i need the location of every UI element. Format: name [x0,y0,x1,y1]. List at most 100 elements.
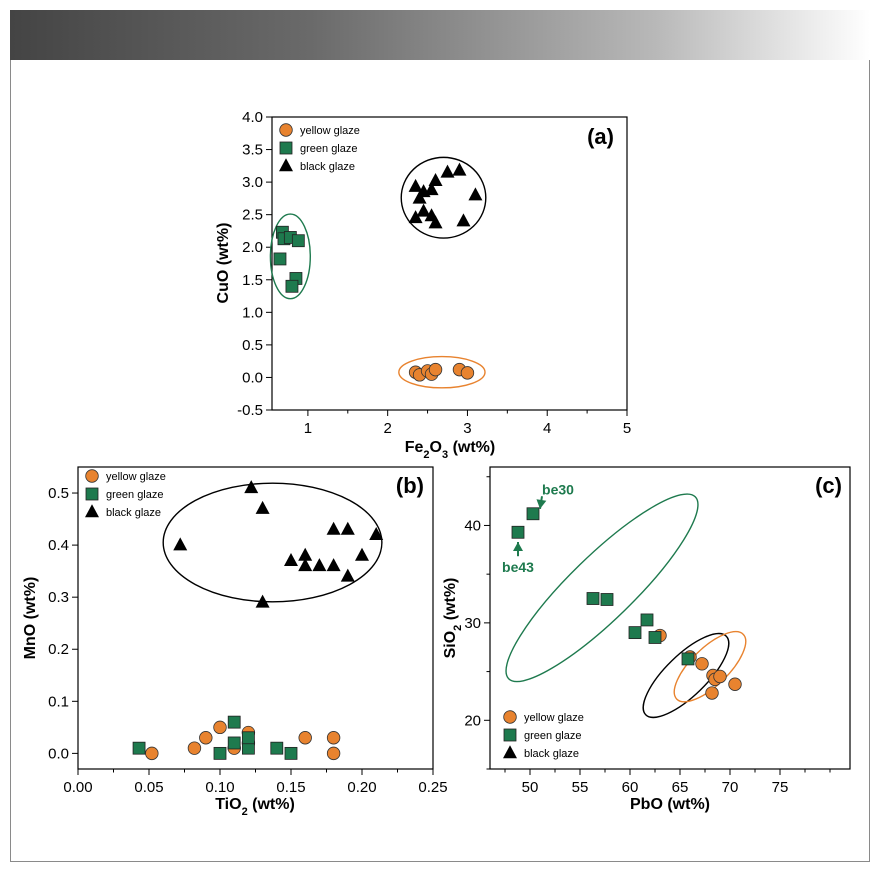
green-glaze-point [600,593,614,606]
x-axis-label-unit: (wt%) [448,439,495,456]
black-glaze-point [408,210,423,224]
green-glaze-point [132,741,146,755]
green-glaze-point [213,746,227,760]
legend-marker [503,710,517,724]
legend-label: green glaze [300,143,358,155]
black-glaze-point [255,500,270,514]
legend-label: yellow glaze [106,471,166,483]
plot-area-frame [271,116,628,411]
black-group-ellipse [642,632,730,719]
legend-label: black glaze [300,161,355,173]
x-tick-label: 0.25 [418,779,447,796]
yellow-glaze-point [326,731,341,745]
yellow-glaze-point [326,746,341,761]
legend-label: yellow glaze [524,712,584,724]
black-glaze-point [355,547,369,561]
sample-annotation-arrowhead [513,542,523,552]
yellow-glaze-point [187,741,202,755]
yellow-glaze-point [705,686,719,700]
green-glaze-point [241,731,255,745]
x-tick-label: 65 [672,779,689,796]
y-tick-label: 0.5 [48,485,69,502]
green-glaze-point [648,631,662,644]
green-group-ellipse [269,213,311,300]
y-tick-label: 1.0 [242,304,263,321]
black-glaze-point [255,594,270,608]
panel-a-chart: 1 2 3 4 5-0.50.00.51.01.52.02.53.03.54.0Fe2O… [215,109,631,461]
x-tick-label: 0.05 [134,779,163,796]
x-axis-label-text: Fe [405,439,424,456]
orange-group-ellipse [398,355,486,389]
x-axis-label-unit: (wt%) [248,796,295,813]
legend-marker [503,745,517,759]
legend-marker [503,728,517,742]
y-axis-label-text: SiO [442,631,459,659]
panel-label: (c) [815,473,842,498]
legend-label: black glaze [106,507,161,519]
black-glaze-point [416,203,431,217]
yellow-glaze-point [460,366,475,380]
black-glaze-point [298,547,313,561]
panel-label: (b) [396,473,424,498]
sample-annotation-label: be30 [542,481,574,497]
green-glaze-point [526,507,540,521]
yellow-glaze-point [428,362,443,377]
x-tick-label: 70 [722,779,739,796]
y-axis-label: MnO (wt%) [22,577,39,660]
black-glaze-point [173,537,188,551]
x-tick-label: 55 [572,779,589,796]
yellow-glaze-point [199,731,213,745]
green-glaze-point [291,234,305,248]
yellow-glaze-point [713,669,727,684]
x-axis-label-subscript: 3 [442,449,448,461]
y-axis-label-text: MnO (wt%) [22,577,39,660]
yellow-glaze-point [298,731,312,745]
legend-marker [85,469,99,483]
black-glaze-point [468,187,483,201]
x-axis-label-text: O [430,439,442,456]
x-axis-label: Fe2O3 (wt%) [405,439,495,461]
x-axis-label-subscript: 2 [423,449,429,461]
black-glaze-point [456,213,471,227]
x-tick-label: 0.20 [347,779,376,796]
black-group-ellipse [162,482,383,603]
y-tick-label: 0.1 [48,693,69,710]
black-glaze-point [412,190,427,204]
y-tick-label: 4.0 [242,109,263,126]
y-tick-label: 40 [464,517,481,534]
y-tick-label: 0.0 [242,369,263,386]
x-axis-label-subscript: 2 [242,806,248,818]
x-tick-label: 4 [543,420,551,437]
x-axis-label: PbO (wt%) [630,796,710,813]
y-tick-label: 1.5 [242,272,263,289]
y-tick-label: 0.4 [48,537,69,554]
x-axis-label-text: TiO [215,796,241,813]
green-glaze-point [681,652,695,666]
black-glaze-point [424,182,439,196]
black-group-ellipse [400,156,487,239]
y-tick-label: 20 [464,712,481,729]
legend-marker [279,158,293,172]
yellow-glaze-point [213,720,227,735]
green-glaze-point [586,592,600,605]
green-glaze-point [270,741,284,755]
yellow-glaze-point [695,657,709,671]
y-tick-label: 3.0 [242,174,263,191]
y-tick-label: 2.5 [242,207,263,224]
green-glaze-point [284,746,298,760]
black-glaze-point [284,552,298,566]
green-glaze-point [227,715,241,729]
green-glaze-point [273,252,287,266]
plot-area-frame [489,466,851,770]
black-glaze-point [369,526,384,540]
x-tick-label: 5 [623,420,631,437]
y-axis-label: CuO (wt%) [215,223,232,304]
green-glaze-point [227,736,241,750]
legend-label: green glaze [106,489,164,501]
y-axis-label-subscript: 2 [452,625,464,631]
yellow-glaze-point [728,677,742,691]
y-tick-label: 0.3 [48,589,69,606]
sample-annotation-label: be43 [502,559,534,575]
legend-label: yellow glaze [300,125,360,137]
